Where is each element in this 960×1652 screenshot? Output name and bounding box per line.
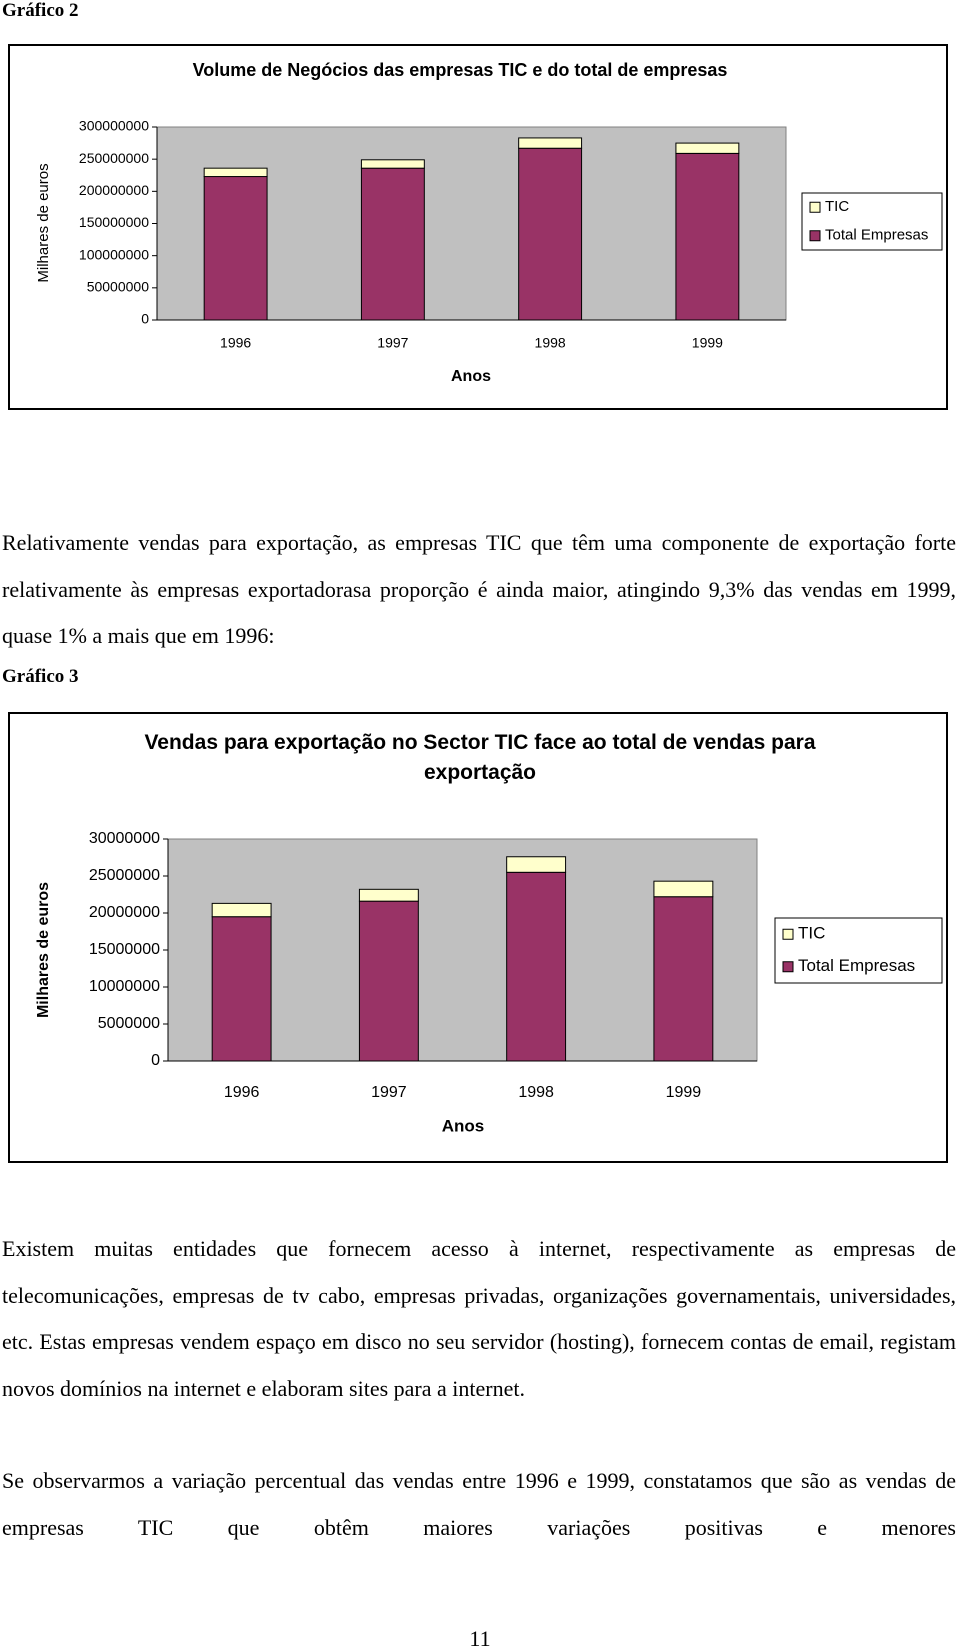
- x-tick-label: 1999: [692, 335, 723, 351]
- chart-title: Vendas para exportação no Sector TIC fac…: [144, 731, 816, 784]
- bar-segment: [653, 896, 714, 1062]
- chart: Milhares de euros Anos 0 5000000 10000000 1…: [35, 830, 943, 1135]
- bar-segment: [203, 176, 268, 321]
- chart-frame: Vendas para exportação no Sector TIC fac…: [8, 712, 948, 1163]
- bar-segment: [506, 856, 567, 873]
- x-tick-label: 1998: [535, 335, 566, 351]
- y-tick-label: 300000000: [79, 118, 149, 134]
- chart-frame: Volume de Negócios das empresas TIC e do…: [8, 44, 948, 410]
- legend-swatch: [782, 961, 794, 973]
- x-axis-label: Anos: [442, 1116, 485, 1135]
- x-tick-label: 1997: [377, 335, 408, 351]
- x-axis-label: Anos: [451, 368, 491, 385]
- y-tick-label: 200000000: [79, 182, 149, 198]
- x-tick-label: 1998: [518, 1084, 554, 1101]
- bar-segment: [211, 916, 272, 1062]
- x-tick-label: 1996: [220, 335, 251, 351]
- bar-segment: [518, 137, 583, 149]
- legend-box: [801, 192, 943, 251]
- y-tick-label: 5000000: [98, 1015, 160, 1032]
- bar-segment: [653, 880, 714, 898]
- bar-segment: [358, 888, 419, 902]
- legend-swatch: [782, 928, 794, 940]
- paragraph: Existem muitas entidades que fornecem ac…: [2, 1236, 956, 1401]
- y-tick-label: 0: [151, 1052, 160, 1069]
- x-tick-label: 1996: [224, 1084, 260, 1101]
- x-tick-label: 1997: [371, 1084, 407, 1101]
- bar-segment: [675, 152, 740, 321]
- y-tick-label: 15000000: [89, 941, 160, 958]
- paragraph: Relativamente vendas para exportação, as…: [2, 530, 956, 648]
- legend-label: Total Empresas: [825, 227, 928, 244]
- y-tick-label: 50000000: [87, 279, 150, 295]
- y-tick-label: 150000000: [79, 214, 149, 230]
- legend-swatch: [809, 201, 821, 213]
- legend-label: Total Empresas: [798, 956, 915, 975]
- y-axis-label: Milhares de euros: [35, 163, 52, 282]
- y-tick-label: 0: [141, 311, 149, 327]
- bar-segment: [675, 142, 740, 154]
- legend-label: TIC: [825, 198, 849, 215]
- bar-segment: [203, 167, 268, 178]
- y-tick-label: 25000000: [89, 867, 160, 884]
- x-tick-label: 1999: [666, 1084, 702, 1101]
- bar-segment: [211, 902, 272, 918]
- chart-title: Volume de Negócios das empresas TIC e do…: [192, 60, 728, 80]
- legend-swatch: [809, 230, 821, 242]
- y-tick-label: 20000000: [89, 904, 160, 921]
- bar-segment: [360, 167, 425, 321]
- legend-box: [774, 917, 943, 984]
- chart: Milhares de euros Anos 0 50000000 10000000…: [35, 118, 943, 385]
- page-number: 11: [469, 1626, 491, 1651]
- y-tick-label: 250000000: [79, 150, 149, 166]
- paragraph: Se observarmos a variação percentual das…: [2, 1468, 956, 1540]
- y-tick-label: 30000000: [89, 830, 160, 847]
- bar-segment: [506, 871, 567, 1062]
- y-axis-label: Milhares de euros: [35, 882, 52, 1018]
- bar-segment: [360, 159, 425, 169]
- bar-segment: [518, 147, 583, 321]
- figure-label: Gráfico 3: [2, 666, 79, 687]
- bar-segment: [358, 900, 419, 1062]
- y-tick-label: 100000000: [79, 246, 149, 262]
- legend-label: TIC: [798, 924, 825, 943]
- y-tick-label: 10000000: [89, 978, 160, 995]
- figure-label: Gráfico 2: [2, 0, 79, 21]
